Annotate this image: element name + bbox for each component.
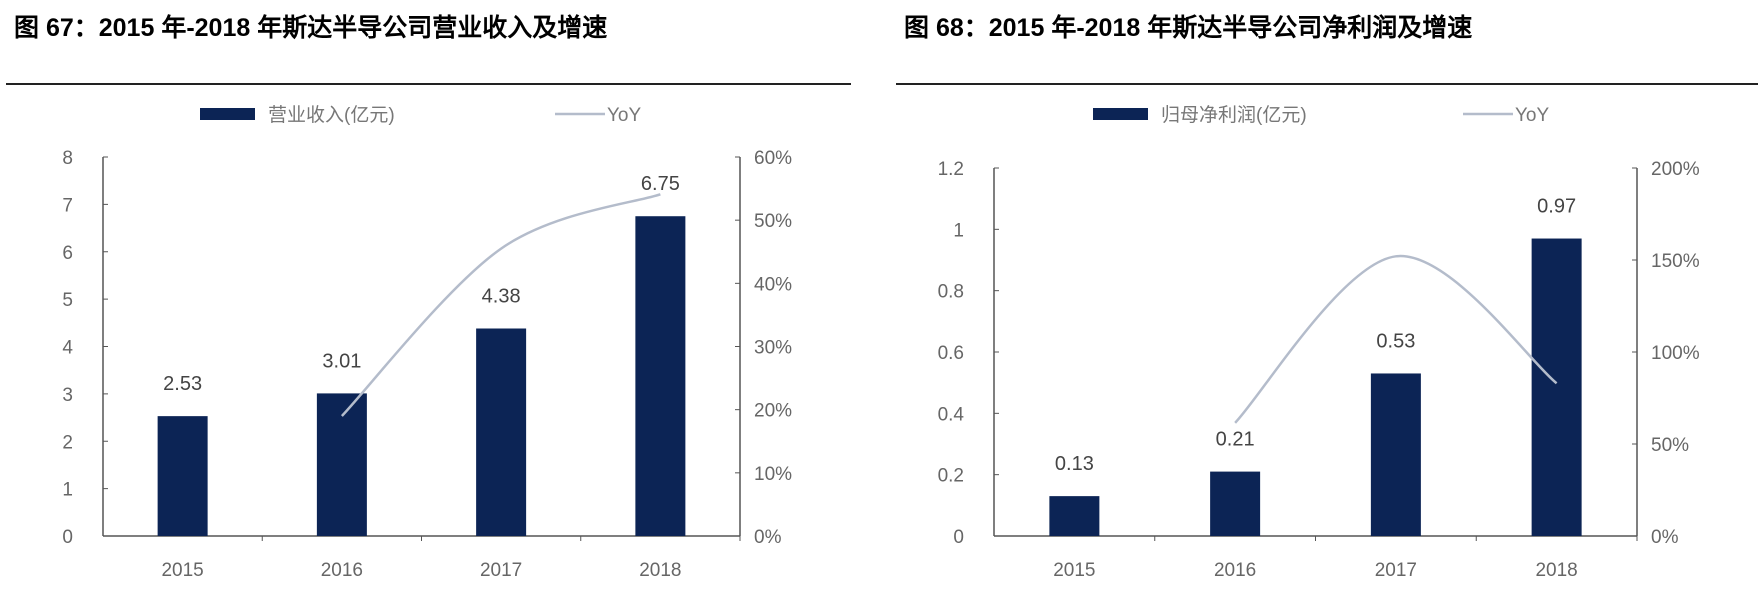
bar-2017: [1370, 373, 1421, 536]
yoy-line: [1234, 255, 1558, 424]
y-tick-label: 1: [953, 220, 964, 241]
title-divider: [896, 83, 1758, 85]
bar-data-label: 6.75: [641, 173, 680, 195]
y-tick-label: 0.4: [938, 404, 965, 425]
title-divider: [6, 83, 851, 85]
chart-0: 0 1 2 3 4 5 6 7 8 0% 10% 20% 30% 40% 50% 60% 2015 2.53 201…: [62, 104, 792, 581]
bar-2018: [635, 216, 686, 536]
y-tick-label: 5: [62, 290, 73, 311]
y2-tick-label: 200%: [1651, 159, 1700, 180]
legend-bar-label: 归母净利润(亿元): [1161, 104, 1307, 126]
x-tick-label: 2015: [1053, 560, 1095, 581]
x-tick-label: 2018: [639, 560, 681, 581]
y2-tick-label: 60%: [754, 148, 792, 169]
y2-tick-label: 20%: [754, 401, 792, 422]
y2-tick-label: 30%: [754, 338, 792, 359]
x-tick-label: 2017: [480, 560, 522, 581]
y2-tick-label: 10%: [754, 464, 792, 485]
y2-tick-label: 0%: [754, 527, 782, 548]
y-tick-label: 0.2: [938, 466, 964, 487]
y-tick-label: 2: [62, 432, 73, 453]
y-tick-label: 4: [62, 338, 73, 359]
y2-tick-label: 150%: [1651, 251, 1700, 272]
y-tick-label: 0: [953, 527, 964, 548]
chart-1: 0 0.2 0.4 0.6 0.8 1 1.2 0% 50% 100% 150% 200% 2015 0.…: [938, 104, 1700, 581]
y2-tick-label: 100%: [1651, 343, 1700, 364]
legend-bar-label: 营业收入(亿元): [268, 104, 395, 126]
y2-tick-label: 40%: [754, 274, 792, 295]
x-tick-label: 2018: [1535, 560, 1577, 581]
y-tick-label: 1: [62, 480, 73, 501]
y-tick-label: 7: [62, 195, 73, 216]
bar-2016: [1210, 471, 1261, 536]
bar-data-label: 0.53: [1376, 330, 1415, 352]
bar-data-label: 0.97: [1537, 196, 1576, 218]
y-tick-label: 1.2: [938, 159, 964, 180]
bar-2017: [476, 328, 527, 536]
x-tick-label: 2016: [321, 560, 363, 581]
bar-2018: [1531, 238, 1582, 537]
bar-data-label: 0.21: [1216, 429, 1255, 451]
bar-data-label: 3.01: [322, 350, 361, 372]
bar-data-label: 0.13: [1055, 453, 1094, 475]
y-tick-label: 8: [62, 148, 73, 169]
chart-title-net-profit: 图 68：2015 年-2018 年斯达半导公司净利润及增速: [904, 14, 1473, 42]
legend-line-label: YoY: [1515, 105, 1549, 126]
legend-bar-swatch: [1093, 108, 1148, 120]
x-tick-label: 2015: [161, 560, 203, 581]
x-tick-label: 2016: [1214, 560, 1256, 581]
legend-bar-swatch: [200, 108, 255, 120]
yoy-line: [340, 193, 661, 417]
bar-data-label: 4.38: [482, 285, 521, 307]
bar-2016: [316, 393, 367, 536]
y-tick-label: 0.8: [938, 282, 964, 303]
y-tick-label: 3: [62, 385, 73, 406]
chart-title-revenue: 图 67：2015 年-2018 年斯达半导公司营业收入及增速: [14, 14, 608, 42]
y-tick-label: 0: [62, 527, 73, 548]
y2-tick-label: 50%: [754, 211, 792, 232]
y2-tick-label: 0%: [1651, 527, 1679, 548]
y2-tick-label: 50%: [1651, 435, 1689, 456]
bar-2015: [157, 416, 208, 536]
bar-data-label: 2.53: [163, 373, 202, 395]
bar-2015: [1049, 496, 1100, 536]
y-tick-label: 6: [62, 243, 73, 264]
y-tick-label: 0.6: [938, 343, 964, 364]
legend-line-label: YoY: [607, 105, 641, 126]
x-tick-label: 2017: [1375, 560, 1417, 581]
